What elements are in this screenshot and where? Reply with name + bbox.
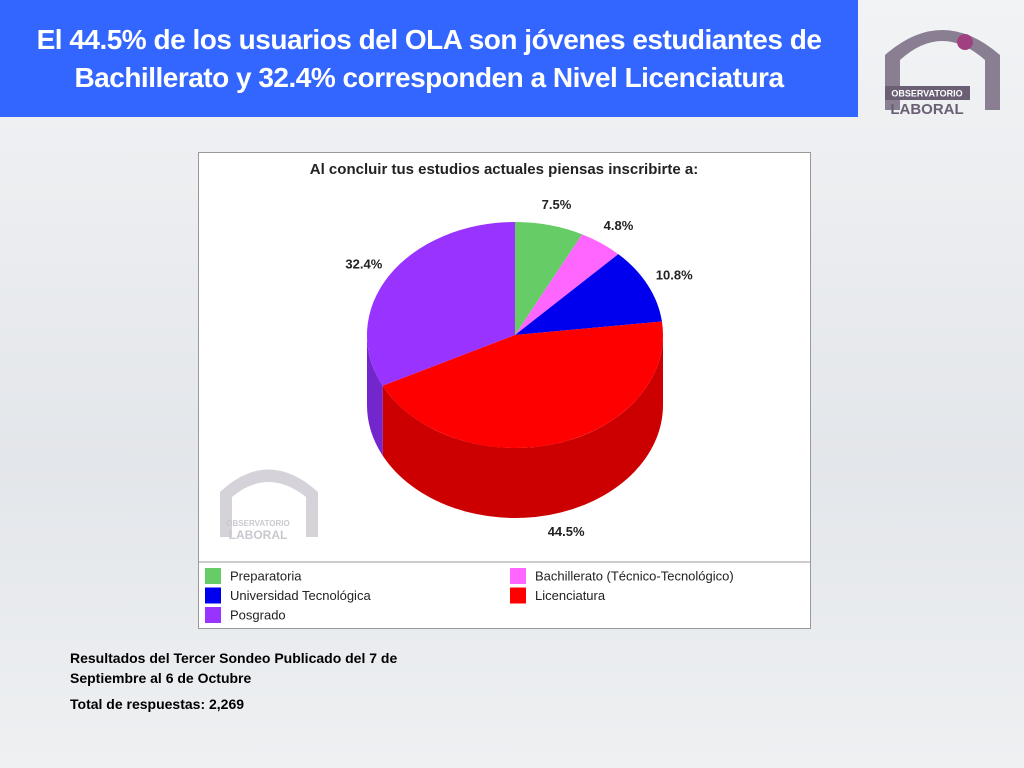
footer: Resultados del Tercer Sondeo Publicado d… bbox=[70, 648, 397, 714]
slice bbox=[515, 234, 619, 335]
legend-swatch bbox=[510, 568, 526, 584]
slice bbox=[515, 222, 583, 335]
legend-label: Posgrado bbox=[230, 607, 286, 622]
data-label: 10.8% bbox=[656, 267, 693, 282]
logo-text: OBSERVATORIO bbox=[891, 88, 962, 98]
legend-label: Bachillerato (Técnico-Tecnológico) bbox=[535, 568, 734, 583]
slice bbox=[515, 254, 662, 335]
footer-line: Resultados del Tercer Sondeo Publicado d… bbox=[70, 650, 398, 666]
data-label: 7.5% bbox=[542, 197, 572, 212]
data-label: 44.5% bbox=[548, 524, 585, 539]
title-line: Bachillerato y 32.4% corresponden a Nive… bbox=[74, 61, 784, 93]
legend-swatch bbox=[510, 587, 526, 604]
logo-band bbox=[885, 86, 970, 100]
watermark-text: LABORAL bbox=[229, 528, 288, 542]
footer-total: Total de respuestas: 2,269 bbox=[70, 696, 245, 712]
logo-arch bbox=[885, 30, 1000, 110]
watermark: OBSERVATORIO LABORAL bbox=[220, 469, 318, 542]
logo: OBSERVATORIO LABORAL bbox=[885, 30, 1000, 118]
data-label: 32.4% bbox=[345, 256, 382, 271]
slide-title: El 44.5% de los usuarios del OLA son jóv… bbox=[0, 0, 858, 117]
watermark-arch bbox=[220, 469, 318, 537]
footer-line: Septiembre al 6 de Octubre bbox=[70, 670, 252, 686]
logo-text: LABORAL bbox=[890, 101, 963, 118]
legend-label: Preparatoria bbox=[230, 568, 302, 583]
legend-swatch bbox=[205, 607, 221, 623]
chart-title: Al concluir tus estudios actuales piensa… bbox=[310, 161, 698, 178]
watermark-text: OBSERVATORIO bbox=[226, 519, 289, 528]
legend-label: Universidad Tecnológica bbox=[230, 588, 371, 603]
slice-side bbox=[382, 335, 663, 518]
slice bbox=[382, 321, 663, 449]
legend-label: Licenciatura bbox=[535, 588, 606, 603]
logo-ball bbox=[957, 34, 973, 50]
chart: OBSERVATORIO LABORAL Al concluir tus est… bbox=[198, 152, 811, 629]
slice-side bbox=[367, 335, 383, 456]
data-label: 4.8% bbox=[604, 218, 634, 233]
legend-swatch bbox=[205, 568, 221, 584]
title-line: El 44.5% de los usuarios del OLA son jóv… bbox=[36, 23, 822, 55]
legend-swatch bbox=[205, 587, 221, 604]
slice bbox=[367, 222, 515, 386]
